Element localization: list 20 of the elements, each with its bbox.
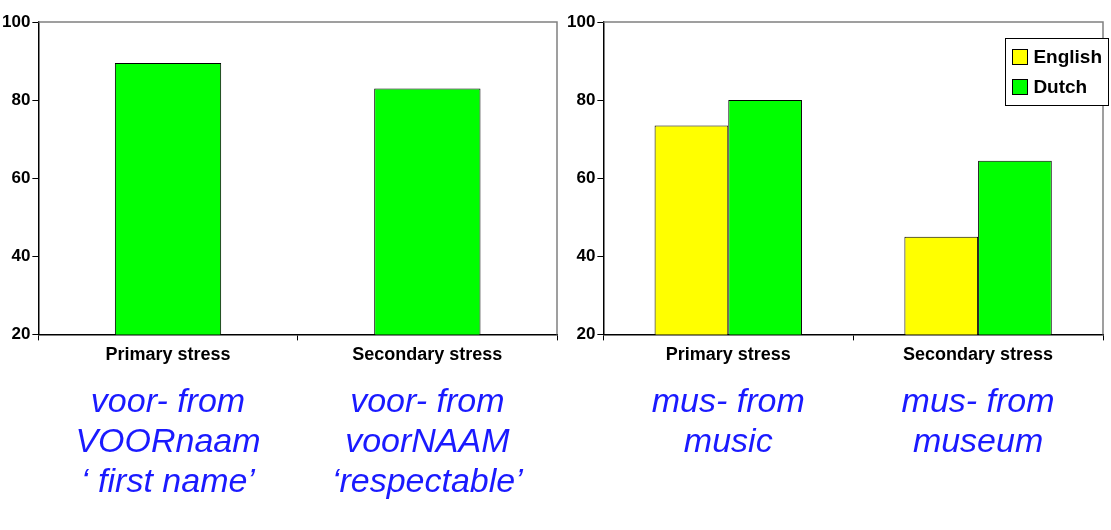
text: voor- from VOORnaam ‘ first name’: [75, 380, 261, 500]
y-tick-label: 20: [11, 324, 31, 344]
x-tick-label: Secondary stress: [903, 344, 1054, 365]
y-tick-label: 60: [11, 167, 31, 187]
text: mus- from museum: [901, 380, 1055, 460]
text: voor- from voorNAAM ‘respectable’: [331, 380, 523, 500]
y-tick-label: 60: [576, 167, 596, 187]
legend-label: Dutch: [1033, 75, 1088, 99]
x-tick-label: Primary stress: [665, 344, 791, 365]
y-tick-label: 20: [576, 324, 596, 344]
x-tick-label: Primary stress: [105, 344, 231, 365]
legend-label: English: [1033, 45, 1102, 69]
x-tick-label: Secondary stress: [352, 344, 503, 365]
y-tick-label: 80: [576, 89, 596, 109]
y-tick-label: 40: [576, 245, 596, 265]
y-tick-label: 100: [566, 11, 596, 31]
y-tick-label: 40: [11, 245, 31, 265]
y-tick-label: 100: [1, 11, 31, 31]
y-tick-label: 80: [11, 89, 31, 109]
text: mus- from music: [651, 380, 805, 460]
